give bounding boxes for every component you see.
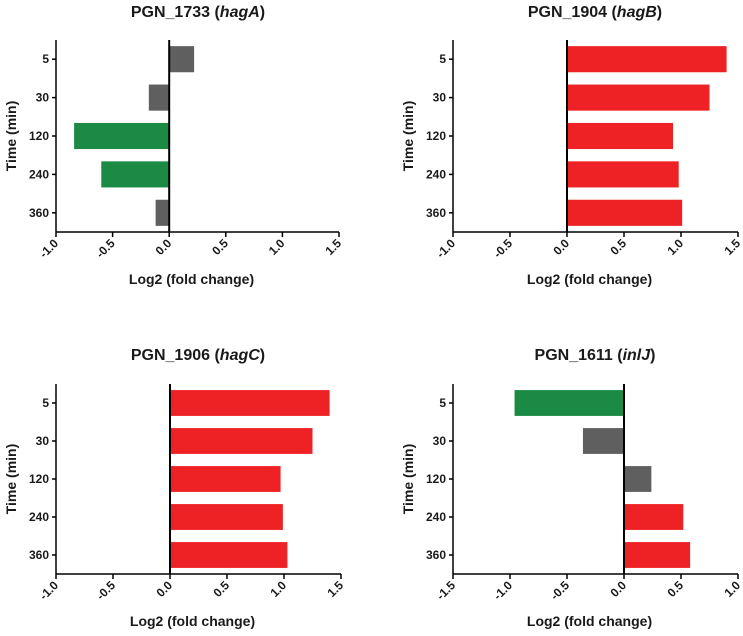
y-tick-label: 120 bbox=[426, 129, 446, 143]
x-tick-label: 1.0 bbox=[664, 236, 686, 258]
bar-360 bbox=[155, 199, 170, 226]
chart-title: PGN_1733 (hagA) bbox=[131, 4, 265, 21]
x-tick-label: 1.0 bbox=[267, 578, 289, 600]
y-tick-label: 240 bbox=[426, 510, 446, 524]
bar-5 bbox=[567, 46, 727, 73]
y-tick-label: 240 bbox=[29, 510, 49, 524]
chart-title-suffix: ) bbox=[657, 4, 662, 21]
bar-5 bbox=[169, 46, 195, 73]
chart-title: PGN_1904 (hagB) bbox=[528, 4, 662, 21]
x-tick-label: 0.5 bbox=[209, 236, 231, 258]
x-tick-label: 1.0 bbox=[721, 578, 743, 600]
y-tick-label: 30 bbox=[36, 91, 50, 105]
chart-title-prefix: PGN_1611 ( bbox=[535, 347, 624, 364]
x-tick-label: -1.0 bbox=[37, 236, 62, 261]
x-tick-label: 1.5 bbox=[721, 236, 743, 258]
chart-title: PGN_1906 (hagC) bbox=[131, 347, 265, 364]
chart-title-prefix: PGN_1904 ( bbox=[528, 4, 618, 21]
x-tick-label: -1.5 bbox=[434, 578, 459, 603]
bar-120 bbox=[567, 122, 674, 150]
x-axis-label: Log2 (fold change) bbox=[130, 613, 255, 629]
y-tick-label: 120 bbox=[29, 472, 49, 486]
x-tick-label: -1.0 bbox=[434, 236, 459, 261]
chart-panel-2: PGN_1904 (hagB) 5 30 120 240 360 -1.0 -0.5 0.0 0.… bbox=[400, 4, 743, 287]
x-tick-label: 1.5 bbox=[324, 578, 346, 600]
y-axis-label: Time (min) bbox=[400, 101, 416, 172]
y-tick-label: 240 bbox=[29, 167, 49, 181]
x-tick-label: -1.0 bbox=[491, 578, 516, 603]
chart-panel-1: PGN_1733 (hagA) 5 30 120 240 360 -1.0 -0.5 0.0 0.… bbox=[3, 4, 344, 287]
y-tick-label: 5 bbox=[42, 396, 49, 410]
chart-title-gene: hagC bbox=[220, 347, 260, 364]
y-axis-label: Time (min) bbox=[3, 101, 19, 172]
bar-120 bbox=[624, 466, 652, 492]
bar-30 bbox=[582, 428, 624, 454]
chart-panel-4: PGN_1611 (inlJ) 5 30 120 240 360 -1.5 -1.0 -0.5 0… bbox=[400, 347, 743, 629]
bar-5 bbox=[514, 390, 624, 416]
chart-title-suffix: ) bbox=[260, 4, 265, 21]
chart-title-prefix: PGN_1906 ( bbox=[131, 347, 221, 364]
x-tick-label: 1.0 bbox=[266, 236, 288, 258]
bar-240 bbox=[101, 161, 170, 188]
y-tick-label: 120 bbox=[426, 472, 446, 486]
x-tick-label: 0.0 bbox=[550, 236, 572, 258]
x-tick-label: 0.0 bbox=[153, 578, 175, 600]
x-tick-label: -0.5 bbox=[491, 236, 516, 261]
bar-360 bbox=[624, 542, 691, 568]
y-tick-label: 120 bbox=[29, 129, 49, 143]
x-tick-label: -0.5 bbox=[94, 578, 119, 603]
y-tick-label: 5 bbox=[42, 52, 49, 66]
x-tick-label: 0.5 bbox=[607, 236, 629, 258]
chart-title-gene: hagB bbox=[617, 4, 657, 21]
y-tick-label: 5 bbox=[439, 52, 446, 66]
bar-240 bbox=[170, 504, 283, 530]
x-tick-label: -0.5 bbox=[93, 236, 118, 261]
chart-title: PGN_1611 (inlJ) bbox=[535, 347, 656, 364]
x-tick-label: 0.5 bbox=[664, 578, 686, 600]
x-axis-label: Log2 (fold change) bbox=[527, 613, 652, 629]
bar-30 bbox=[170, 428, 313, 454]
bar-30 bbox=[567, 84, 710, 111]
bar-30 bbox=[148, 84, 170, 111]
bar-120 bbox=[170, 466, 281, 492]
bar-5 bbox=[170, 390, 330, 416]
y-axis-label: Time (min) bbox=[3, 444, 19, 515]
chart-title-prefix: PGN_1733 ( bbox=[131, 4, 221, 21]
y-tick-label: 360 bbox=[29, 548, 49, 562]
x-tick-label: 1.5 bbox=[322, 236, 344, 258]
x-axis-label: Log2 (fold change) bbox=[129, 271, 254, 287]
y-tick-label: 30 bbox=[36, 434, 50, 448]
chart-title-suffix: ) bbox=[650, 347, 655, 364]
y-tick-label: 360 bbox=[426, 548, 446, 562]
chart-panel-3: PGN_1906 (hagC) 5 30 120 240 360 -1.0 -0.5 0.0 0.… bbox=[3, 347, 346, 629]
bar-240 bbox=[567, 161, 679, 188]
bar-360 bbox=[170, 542, 288, 568]
y-axis-label: Time (min) bbox=[400, 444, 416, 515]
bar-360 bbox=[567, 199, 683, 226]
x-axis-label: Log2 (fold change) bbox=[527, 271, 652, 287]
x-tick-label: -1.0 bbox=[37, 578, 62, 603]
y-tick-label: 30 bbox=[433, 91, 447, 105]
y-tick-label: 360 bbox=[29, 206, 49, 220]
bar-240 bbox=[624, 504, 684, 530]
x-tick-label: 0.0 bbox=[153, 236, 175, 258]
x-tick-label: 0.5 bbox=[210, 578, 232, 600]
x-tick-label: 0.0 bbox=[607, 578, 629, 600]
y-tick-label: 240 bbox=[426, 167, 446, 181]
y-tick-label: 5 bbox=[439, 396, 446, 410]
bar-120 bbox=[74, 122, 170, 150]
chart-title-gene: hagA bbox=[220, 4, 260, 21]
chart-title-suffix: ) bbox=[260, 347, 265, 364]
y-tick-label: 360 bbox=[426, 206, 446, 220]
y-tick-label: 30 bbox=[433, 434, 447, 448]
x-tick-label: -0.5 bbox=[548, 578, 573, 603]
chart-title-gene: inlJ bbox=[623, 347, 652, 364]
